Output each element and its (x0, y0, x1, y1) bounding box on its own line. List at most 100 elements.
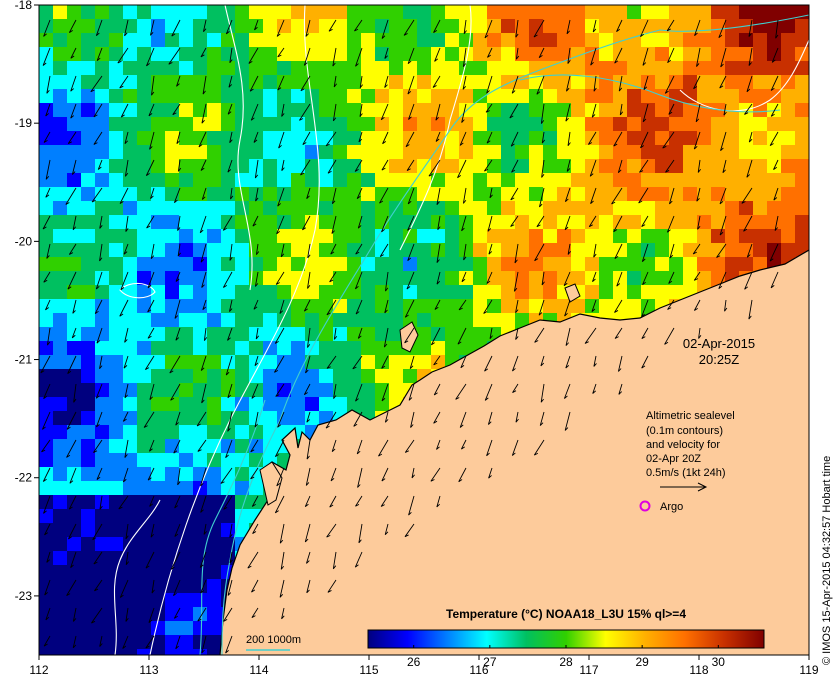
sst-pixel (459, 215, 473, 229)
sst-pixel (361, 215, 375, 229)
sst-pixel (431, 313, 445, 327)
velocity-arrow (229, 243, 233, 261)
velocity-arrow (201, 271, 207, 288)
velocity-arrow (124, 439, 129, 458)
sst-pixel (179, 355, 193, 369)
velocity-arrow (639, 159, 649, 173)
sst-pixel (165, 145, 179, 159)
sst-pixel (193, 75, 207, 89)
sst-pixel (459, 229, 473, 243)
sst-pixel (123, 5, 137, 19)
sst-pixel (207, 495, 221, 509)
velocity-arrow (358, 523, 363, 544)
velocity-arrow (252, 523, 259, 534)
velocity-arrow (463, 243, 467, 261)
velocity-arrow (97, 159, 103, 170)
velocity-arrow (95, 383, 103, 399)
sst-pixel (501, 5, 515, 19)
sst-pixel (529, 257, 543, 271)
sst-pixel (249, 61, 263, 75)
sst-pixel (53, 271, 67, 285)
sst-pixel (781, 159, 795, 173)
land-mass (220, 250, 809, 655)
velocity-arrow (538, 47, 545, 59)
sst-pixel (277, 173, 291, 187)
velocity-arrow (325, 411, 337, 429)
sst-pixel (655, 19, 669, 33)
sst-pixel (361, 5, 375, 19)
velocity-arrow (430, 467, 441, 482)
sst-pixel (627, 201, 641, 215)
sst-pixel (711, 131, 725, 145)
velocity-arrow (461, 271, 467, 283)
velocity-arrow (99, 355, 103, 369)
sst-pixel (333, 327, 347, 341)
velocity-arrow (748, 19, 753, 37)
sst-pixel (641, 271, 655, 285)
sst-pixel (683, 201, 697, 215)
sst-pixel (207, 327, 221, 341)
sst-pixel (529, 89, 543, 103)
velocity-arrow (716, 243, 727, 258)
sst-pixel (347, 229, 361, 243)
sst-pixel (697, 47, 711, 61)
sst-pixel (529, 33, 543, 47)
sst-pixel (193, 509, 207, 523)
sst-pixel (207, 509, 221, 523)
velocity-arrow (355, 383, 363, 402)
argo-float-marker[interactable] (639, 500, 651, 512)
sst-pixel (753, 243, 767, 257)
sst-pixel (39, 649, 53, 655)
sst-pixel (151, 509, 165, 523)
sst-pixel (207, 47, 221, 61)
sst-pixel (235, 509, 249, 523)
velocity-arrow (66, 439, 77, 458)
sst-pixel (459, 285, 473, 299)
sst-pixel (529, 285, 543, 299)
sst-pixel (291, 313, 305, 327)
sst-pixel (221, 243, 235, 257)
sst-pixel (179, 313, 193, 327)
sst-pixel (655, 5, 669, 19)
sst-pixel (221, 257, 235, 271)
sst-pixel (207, 439, 221, 453)
velocity-arrow (435, 103, 441, 121)
sst-pixel (781, 201, 795, 215)
sst-pixel (795, 89, 809, 103)
sst-pixel (109, 579, 123, 593)
sst-pixel (123, 145, 137, 159)
sst-pixel (711, 159, 725, 173)
sst-pixel (739, 229, 753, 243)
sst-pixel (291, 131, 305, 145)
sst-pixel (53, 117, 67, 131)
velocity-arrow (277, 411, 285, 428)
sst-pixel (39, 75, 53, 89)
sst-pixel (445, 215, 459, 229)
sst-pixel (81, 145, 95, 159)
sst-pixel (319, 355, 333, 369)
sst-pixel (389, 201, 403, 215)
sst-pixel (109, 159, 123, 173)
x-tick-label: 112 (29, 663, 48, 677)
sst-pixel (179, 495, 193, 509)
velocity-arrow (436, 271, 441, 285)
sst-pixel (739, 201, 753, 215)
velocity-arrow (170, 551, 181, 570)
velocity-arrow (199, 551, 207, 568)
velocity-arrow (565, 355, 571, 369)
sst-pixel (193, 201, 207, 215)
sst-pixel (291, 103, 305, 117)
velocity-arrow (433, 19, 441, 33)
sst-pixel (39, 313, 53, 327)
velocity-arrow (593, 243, 597, 258)
sst-pixel (67, 593, 81, 607)
velocity-arrow (771, 47, 779, 63)
sst-pixel (487, 159, 501, 173)
velocity-arrow (669, 243, 675, 259)
velocity-arrow (512, 355, 519, 372)
sst-pixel (543, 33, 557, 47)
sst-pixel (67, 481, 81, 495)
sst-pixel (627, 271, 641, 285)
sst-pixel (543, 173, 557, 187)
sst-pixel (417, 33, 431, 47)
